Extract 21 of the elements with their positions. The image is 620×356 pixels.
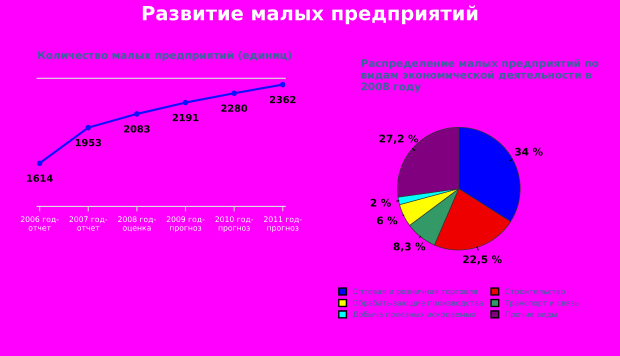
chart-title: Развитие малых предприятий <box>142 5 478 24</box>
chart-title: Распределение малых предприятий по видам экономической деятельности в 2008 году <box>361 58 598 92</box>
data-label: 22,5 % <box>463 255 502 265</box>
data-label: 1614 <box>27 174 53 182</box>
data-label: 2362 <box>270 96 296 104</box>
data-label: 2083 <box>124 125 150 133</box>
data-label: 8,3 % <box>394 242 426 252</box>
data-label: 2280 <box>221 104 248 112</box>
point <box>85 124 92 130</box>
point <box>182 100 188 106</box>
data-label: 34 % <box>515 148 543 156</box>
point <box>231 90 237 96</box>
data-label: 2191 <box>172 114 198 122</box>
data-label: 2 % <box>370 198 391 207</box>
chart-subtitle: Количество малых предприятий (единиц) <box>38 50 292 62</box>
point <box>134 111 140 117</box>
data-label: 6 % <box>377 216 398 224</box>
data-label: 1953 <box>76 138 102 146</box>
data-label: 27,2 % <box>380 134 418 144</box>
point <box>280 82 286 88</box>
point <box>37 160 42 166</box>
